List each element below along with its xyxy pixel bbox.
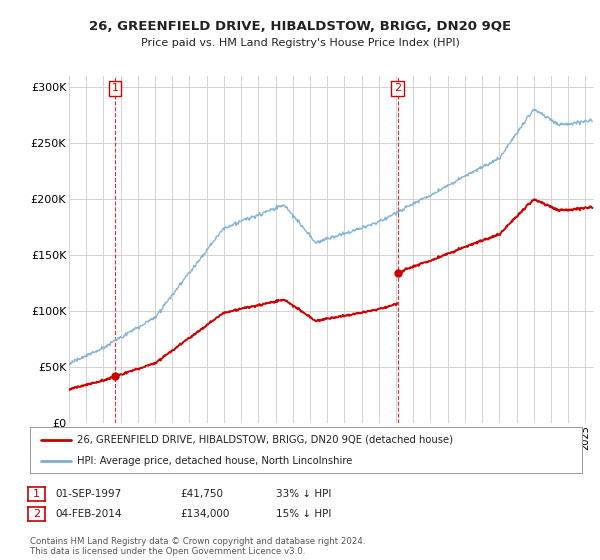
Text: Contains HM Land Registry data © Crown copyright and database right 2024.: Contains HM Land Registry data © Crown c… bbox=[30, 538, 365, 547]
Text: 1: 1 bbox=[33, 489, 40, 499]
Text: 2: 2 bbox=[33, 509, 40, 519]
Text: 1: 1 bbox=[112, 83, 118, 94]
Text: £134,000: £134,000 bbox=[180, 509, 229, 519]
Text: This data is licensed under the Open Government Licence v3.0.: This data is licensed under the Open Gov… bbox=[30, 548, 305, 557]
Text: 2: 2 bbox=[394, 83, 401, 94]
Text: 04-FEB-2014: 04-FEB-2014 bbox=[55, 509, 122, 519]
Text: Price paid vs. HM Land Registry's House Price Index (HPI): Price paid vs. HM Land Registry's House … bbox=[140, 38, 460, 48]
Text: HPI: Average price, detached house, North Lincolnshire: HPI: Average price, detached house, Nort… bbox=[77, 456, 352, 466]
Text: 15% ↓ HPI: 15% ↓ HPI bbox=[276, 509, 331, 519]
Text: £41,750: £41,750 bbox=[180, 489, 223, 499]
Text: 33% ↓ HPI: 33% ↓ HPI bbox=[276, 489, 331, 499]
Text: 26, GREENFIELD DRIVE, HIBALDSTOW, BRIGG, DN20 9QE: 26, GREENFIELD DRIVE, HIBALDSTOW, BRIGG,… bbox=[89, 20, 511, 32]
Text: 26, GREENFIELD DRIVE, HIBALDSTOW, BRIGG, DN20 9QE (detached house): 26, GREENFIELD DRIVE, HIBALDSTOW, BRIGG,… bbox=[77, 435, 453, 445]
Text: 01-SEP-1997: 01-SEP-1997 bbox=[55, 489, 121, 499]
